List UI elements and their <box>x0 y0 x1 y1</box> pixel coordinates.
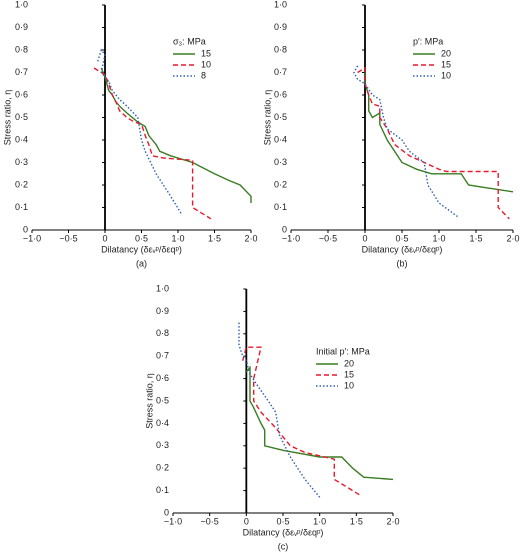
panel-label: (b) <box>397 258 408 268</box>
x-tick-label: −1·0 <box>23 233 41 243</box>
x-tick-label: 1·5 <box>350 516 363 526</box>
x-tick-label: −0·5 <box>59 233 77 243</box>
y-tick-label: 1·0 <box>15 0 28 9</box>
legend-title: Initial p′: MPa <box>316 346 370 356</box>
legend-label: 10 <box>441 70 451 80</box>
x-tick-label: −1·0 <box>282 233 300 243</box>
y-tick-label: 0·2 <box>15 179 28 189</box>
y-tick-label: 0·5 <box>156 395 169 405</box>
y-tick-label: 0·7 <box>274 67 287 77</box>
legend-label: 15 <box>344 369 354 379</box>
y-tick-label: 0·6 <box>156 373 169 383</box>
y-tick-label: 0·4 <box>274 134 287 144</box>
y-tick-label: 0·2 <box>274 179 287 189</box>
x-tick-label: 1·0 <box>171 233 184 243</box>
y-tick-label: 0·9 <box>15 22 28 32</box>
y-tick-label: 0·4 <box>15 134 28 144</box>
x-tick-label: 1·0 <box>432 233 445 243</box>
y-tick-label: 0·6 <box>15 89 28 99</box>
y-tick-label: 0·3 <box>274 157 287 167</box>
x-tick-label: −1·0 <box>164 516 182 526</box>
panel-label: (c) <box>278 541 289 551</box>
data-line <box>242 346 361 496</box>
x-tick-label: 0 <box>244 516 249 526</box>
y-tick-label: 0·5 <box>15 112 28 122</box>
y-axis-label: Stress ratio, η <box>144 373 154 429</box>
data-line <box>97 48 183 215</box>
legend-label: 20 <box>344 358 354 368</box>
data-line <box>353 65 458 218</box>
x-tick-label: −0·5 <box>201 516 219 526</box>
y-tick-label: 0 <box>282 224 287 234</box>
x-tick-label: 0·5 <box>135 233 148 243</box>
panel-label: (a) <box>136 258 147 268</box>
x-tick-label: 0 <box>102 233 107 243</box>
x-tick-label: 1·5 <box>469 233 482 243</box>
y-tick-label: 0·7 <box>156 351 169 361</box>
y-tick-label: 0·1 <box>274 202 287 212</box>
y-tick-label: 0 <box>164 507 169 517</box>
y-tick-label: 0·1 <box>15 202 28 212</box>
x-tick-label: −0·5 <box>319 233 337 243</box>
data-line <box>357 66 510 220</box>
legend-label: 15 <box>201 48 211 58</box>
data-line <box>93 67 212 220</box>
y-tick-label: 0·2 <box>156 463 169 473</box>
data-line <box>100 67 252 203</box>
legend-label: 15 <box>441 59 451 69</box>
y-tick-label: 0·9 <box>274 22 287 32</box>
legend-title: σ₃: MPa <box>173 36 206 46</box>
x-tick-label: 0·5 <box>276 516 289 526</box>
legend-label: 20 <box>441 48 451 58</box>
legend-label: 8 <box>201 70 206 80</box>
x-tick-label: 2·0 <box>506 233 519 243</box>
x-tick-label: 0 <box>362 233 367 243</box>
x-axis-label: Dilatancy (δεᵥᵖ/δεqᵖ) <box>101 244 182 254</box>
y-tick-label: 0·9 <box>156 306 169 316</box>
y-tick-label: 0·8 <box>274 44 287 54</box>
y-tick-label: 0·4 <box>156 418 169 428</box>
legend-label: 10 <box>201 59 211 69</box>
y-tick-label: 1·0 <box>274 0 287 9</box>
y-tick-label: 0·8 <box>156 328 169 338</box>
x-tick-label: 2·0 <box>386 516 399 526</box>
y-tick-label: 0·5 <box>274 112 287 122</box>
y-tick-label: 0·8 <box>15 44 28 54</box>
y-tick-label: 0 <box>23 224 28 234</box>
y-axis-label: Stress ratio, η <box>2 90 12 146</box>
y-tick-label: 0·7 <box>15 67 28 77</box>
y-tick-label: 1·0 <box>156 283 169 293</box>
y-tick-label: 0·6 <box>274 89 287 99</box>
x-axis-label: Dilatancy (δεᵥᵖ/δεqᵖ) <box>362 244 443 254</box>
data-line <box>245 365 394 481</box>
data-line <box>364 72 514 193</box>
x-tick-label: 0·5 <box>395 233 408 243</box>
y-axis-label: Stress ratio, η <box>262 90 272 146</box>
x-tick-label: 1·5 <box>208 233 221 243</box>
x-tick-label: 1·0 <box>313 516 326 526</box>
y-tick-label: 0·3 <box>15 157 28 167</box>
x-axis-label: Dilatancy (δεᵥᵖ/δεqᵖ) <box>243 527 324 537</box>
x-tick-label: 2·0 <box>244 233 257 243</box>
y-tick-label: 0·3 <box>156 440 169 450</box>
y-tick-label: 0·1 <box>156 485 169 495</box>
legend-label: 10 <box>344 380 354 390</box>
data-line <box>238 322 321 498</box>
legend-title: p′: MPa <box>413 36 443 46</box>
